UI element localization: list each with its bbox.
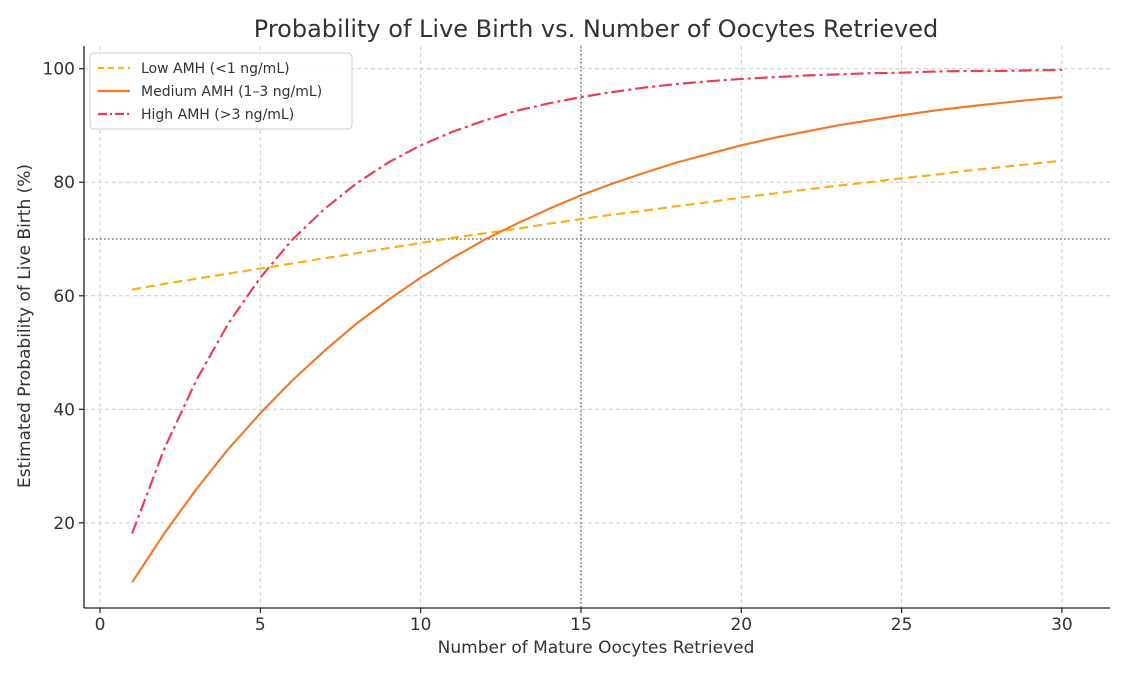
grid-lines	[84, 46, 1110, 608]
x-tick-label-30: 30	[1051, 615, 1073, 635]
x-tick-label-0: 0	[95, 615, 106, 635]
legend-box	[89, 52, 353, 130]
series-lines	[131, 68, 1063, 584]
x-tick-label-15: 15	[570, 615, 592, 635]
legend: Low AMH (<1 ng/mL) Medium AMH (1–3 ng/mL)…	[89, 52, 353, 130]
y-tick-label-80: 80	[53, 173, 75, 193]
legend-entry-2: Medium AMH (1–3 ng/mL)	[141, 84, 322, 100]
axes	[83, 46, 1110, 609]
x-tick-label-20: 20	[730, 615, 752, 635]
y-tick-label-40: 40	[53, 400, 75, 420]
legend-entry-3: High AMH (>3 ng/mL)	[141, 107, 294, 123]
ticks: 0 5 10 15 20 25 30 20 40 60 80 100	[43, 60, 1073, 635]
y-tick-label-20: 20	[53, 514, 75, 534]
y-tick-label-60: 60	[53, 287, 75, 307]
y-tick-label-100: 100	[43, 60, 75, 80]
chart-title: Probability of Live Birth vs. Number of …	[254, 15, 938, 43]
x-tick-label-10: 10	[410, 615, 432, 635]
reference-lines	[84, 46, 1110, 608]
series-line-1	[131, 159, 1063, 291]
x-tick-label-25: 25	[891, 615, 913, 635]
series-line-2	[131, 95, 1063, 584]
y-axis-label: Estimated Probability of Live Birth (%)	[15, 164, 35, 488]
series-line-3	[131, 68, 1062, 535]
legend-entry-1: Low AMH (<1 ng/mL)	[141, 61, 290, 77]
x-axis-label: Number of Mature Oocytes Retrieved	[438, 638, 755, 658]
x-tick-label-5: 5	[255, 615, 266, 635]
